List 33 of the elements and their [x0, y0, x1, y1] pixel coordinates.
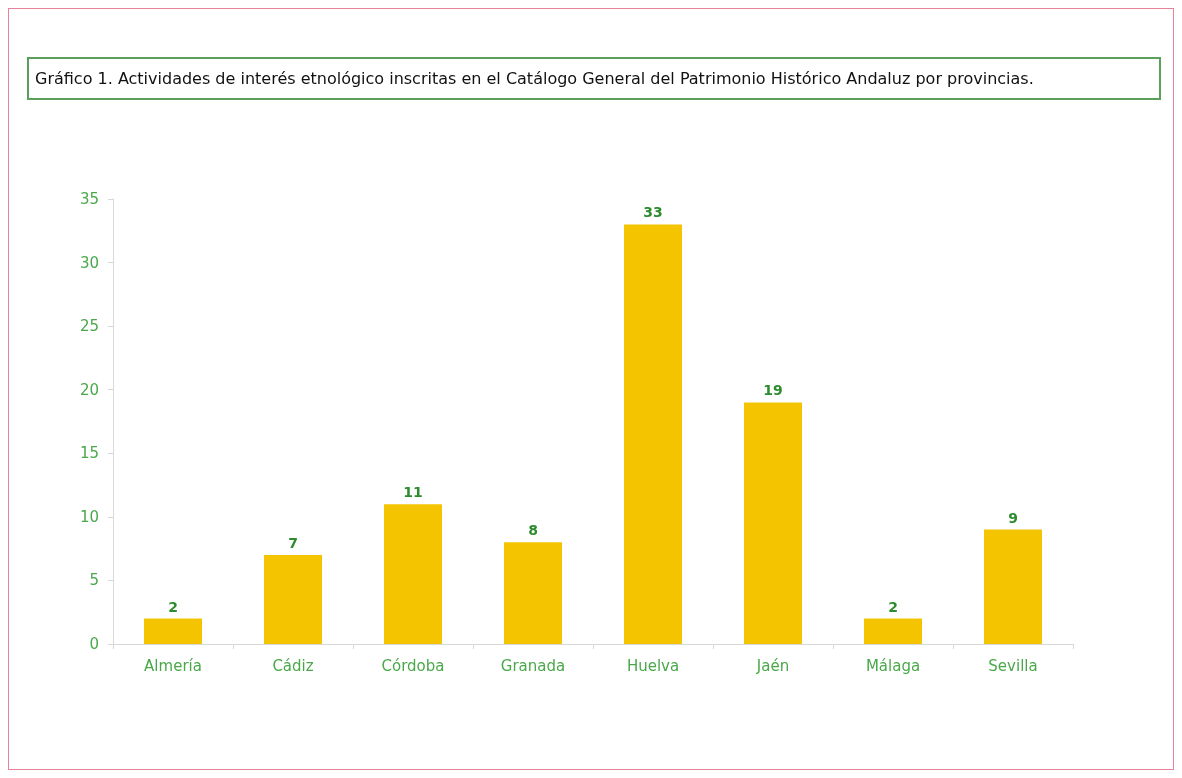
bar	[864, 618, 922, 644]
bar	[744, 402, 802, 644]
x-tick-label: Málaga	[865, 656, 921, 675]
data-label: 19	[763, 382, 783, 399]
x-tick-label: Córdoba	[381, 656, 445, 675]
x-tick-label: Almería	[144, 656, 202, 675]
data-label: 8	[528, 522, 538, 539]
data-label: 7	[288, 535, 298, 551]
bar	[504, 542, 562, 644]
y-tick-label: 5	[89, 571, 99, 590]
bar	[144, 618, 202, 644]
x-tick-label: Huelva	[626, 656, 680, 675]
chart-title: Gráfico 1. Actividades de interés etnológico inscritas en el Catálogo General del Patrimonio Histórico Andaluz por provincias.	[27, 57, 1161, 100]
x-tick-label: Granada	[500, 656, 566, 675]
bar	[264, 555, 322, 644]
y-tick-label: 20	[79, 380, 99, 399]
y-tick-label: 10	[79, 507, 99, 526]
data-label: 33	[643, 204, 663, 221]
y-tick-label: 15	[79, 444, 99, 463]
y-tick-label: 25	[79, 317, 99, 336]
x-tick-label: Sevilla	[988, 656, 1038, 675]
data-label: 9	[1008, 509, 1018, 526]
bar	[384, 504, 442, 644]
bar	[624, 224, 682, 644]
bar	[984, 529, 1042, 644]
y-tick-label: 35	[79, 190, 99, 208]
y-tick-label: 0	[89, 635, 99, 653]
x-tick-label: Cádiz	[272, 656, 314, 675]
data-label: 2	[168, 598, 178, 615]
x-tick-label: Jaén	[755, 656, 790, 675]
data-label: 2	[888, 598, 898, 615]
y-tick-label: 30	[79, 253, 99, 272]
data-label: 11	[403, 484, 423, 501]
